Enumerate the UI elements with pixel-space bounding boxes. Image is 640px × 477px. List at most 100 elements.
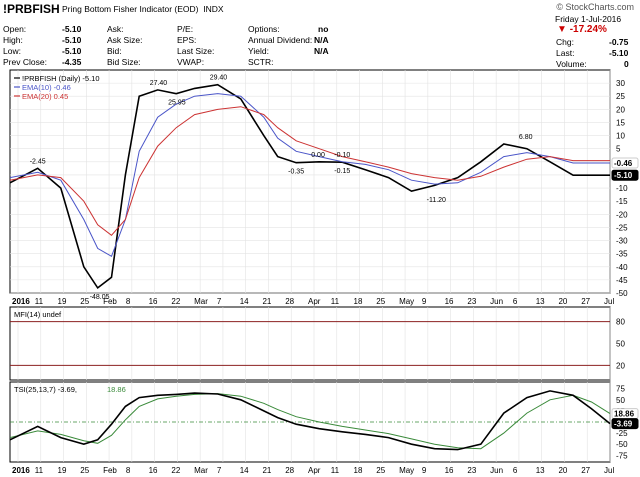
y-tick-label: 20 (616, 105, 625, 114)
x-tick-label: 19 (58, 297, 67, 306)
x-tick-label: 25 (376, 297, 385, 306)
quote-date: Friday 1-Jul-2016 (555, 14, 622, 24)
change-percent-value: -17.24% (569, 24, 607, 35)
x-tick-label: 20 (558, 466, 567, 475)
x-tick-label: 7 (217, 466, 222, 475)
y-tick-label: -25 (616, 223, 628, 232)
value-badge: -3.69 (611, 418, 639, 430)
x-tick-label: Feb (103, 466, 117, 475)
x-tick-label: 11 (331, 297, 340, 306)
x-tick-label: 18 (354, 297, 363, 306)
y-tick-label: -15 (616, 197, 628, 206)
y-tick-label: 20 (616, 361, 625, 370)
legend-label: EMA(20) 0.45 (22, 92, 68, 101)
x-tick-label: 9 (422, 466, 427, 475)
y-tick-label: 25 (616, 92, 625, 101)
x-tick-label: 25 (80, 297, 89, 306)
quote-header: !PRBFISH Pring Bottom Fisher Indicator (… (0, 0, 640, 70)
x-tick-label: Apr (308, 466, 321, 475)
value-badge-label: -3.69 (614, 420, 633, 429)
stockcharts-watermark: © StockCharts.com (556, 2, 634, 12)
x-tick-label: May (399, 466, 414, 475)
y-tick-label: 80 (616, 318, 625, 327)
x-tick-label: Jul (604, 297, 614, 306)
value-badge: 18.86 (611, 408, 639, 420)
series-line-ema20 (9, 106, 610, 236)
y-tick-label: -35 (616, 250, 628, 259)
field-label: Last: (556, 48, 575, 58)
legend-label: EMA(10) -0.46 (22, 83, 71, 92)
field-value: -5.10 (62, 35, 82, 45)
value-badge-label: -0.46 (614, 159, 633, 168)
field-label: Low: (3, 46, 21, 56)
field-label: Bid Size: (107, 57, 141, 67)
data-label: -48.05 (90, 294, 110, 301)
y-tick-label: 50 (616, 340, 625, 349)
data-label: -0.35 (288, 169, 304, 176)
x-tick-label: 27 (581, 466, 590, 475)
change-percent: ▼ -17.24% (557, 25, 607, 35)
field-value: -5.10 (62, 24, 82, 34)
x-tick-label: 28 (285, 466, 294, 475)
field-label: Volume: (556, 59, 587, 69)
x-tick-label: 2016 (12, 466, 30, 475)
y-tick-label: -50 (616, 289, 628, 298)
x-tick-label: 21 (262, 466, 271, 475)
field-label: Prev Close: (3, 57, 47, 67)
exchange-label: INDX (203, 4, 224, 14)
value-badge-label: 18.86 (614, 410, 635, 419)
x-tick-label: 18 (354, 466, 363, 475)
series-line-tsi (9, 390, 611, 451)
data-label: 6.80 (519, 134, 533, 141)
chart-subtitle: Pring Bottom Fisher Indicator (EOD) INDX (62, 4, 224, 14)
y-tick-label: -10 (616, 184, 628, 193)
data-label: -11.20 (427, 197, 446, 204)
value-badge: -5.10 (611, 169, 639, 181)
x-tick-label: 21 (262, 297, 271, 306)
data-label: 0.00 (311, 152, 325, 159)
legend-label: TSI(25,13,7) -3.69, (14, 385, 77, 394)
x-tick-label: 11 (35, 466, 44, 475)
field-label: Chg: (556, 37, 574, 47)
x-tick-label: 11 (331, 466, 340, 475)
field-label: Bid: (107, 46, 122, 56)
x-tick-label: 20 (558, 297, 567, 306)
field-value: N/A (314, 35, 329, 45)
y-tick-label: -30 (616, 237, 628, 246)
legend-label: MFI(14) undef (14, 310, 62, 319)
y-tick-label: -50 (616, 440, 628, 449)
x-tick-label: 28 (285, 297, 294, 306)
down-arrow-icon: ▼ (557, 24, 567, 35)
series-line-price (9, 83, 610, 290)
x-tick-label: 7 (217, 297, 222, 306)
field-label: Annual Dividend: (248, 35, 313, 45)
field-label: SCTR: (248, 57, 274, 67)
y-tick-label: -20 (616, 210, 628, 219)
data-label: -0.10 (334, 152, 350, 159)
y-tick-label: 15 (616, 118, 625, 127)
y-tick-label: -45 (616, 276, 628, 285)
series-line-ema10 (9, 93, 610, 258)
value-badge-box (611, 157, 639, 169)
y-tick-label: 75 (616, 385, 625, 394)
x-tick-label: Jul (604, 466, 614, 475)
y-tick-label: 30 (616, 79, 625, 88)
x-tick-label: 25 (376, 466, 385, 475)
y-tick-label: -25 (616, 429, 628, 438)
field-value: N/A (314, 46, 329, 56)
x-tick-label: 9 (422, 297, 427, 306)
series-line-tsi-signal (9, 393, 611, 450)
field-value: -0.75 (609, 37, 629, 47)
x-tick-label: 22 (171, 466, 180, 475)
x-tick-label: Jun (490, 466, 503, 475)
x-tick-label: 6 (513, 297, 518, 306)
x-tick-label: Mar (194, 297, 208, 306)
x-tick-label: 14 (240, 297, 249, 306)
value-badge: -0.46 (611, 157, 639, 169)
x-tick-label: 2016 (12, 297, 30, 306)
field-value: 0 (624, 59, 629, 69)
y-tick-label: 5 (616, 145, 621, 154)
x-tick-label: 23 (467, 297, 476, 306)
x-tick-label: 16 (445, 466, 454, 475)
